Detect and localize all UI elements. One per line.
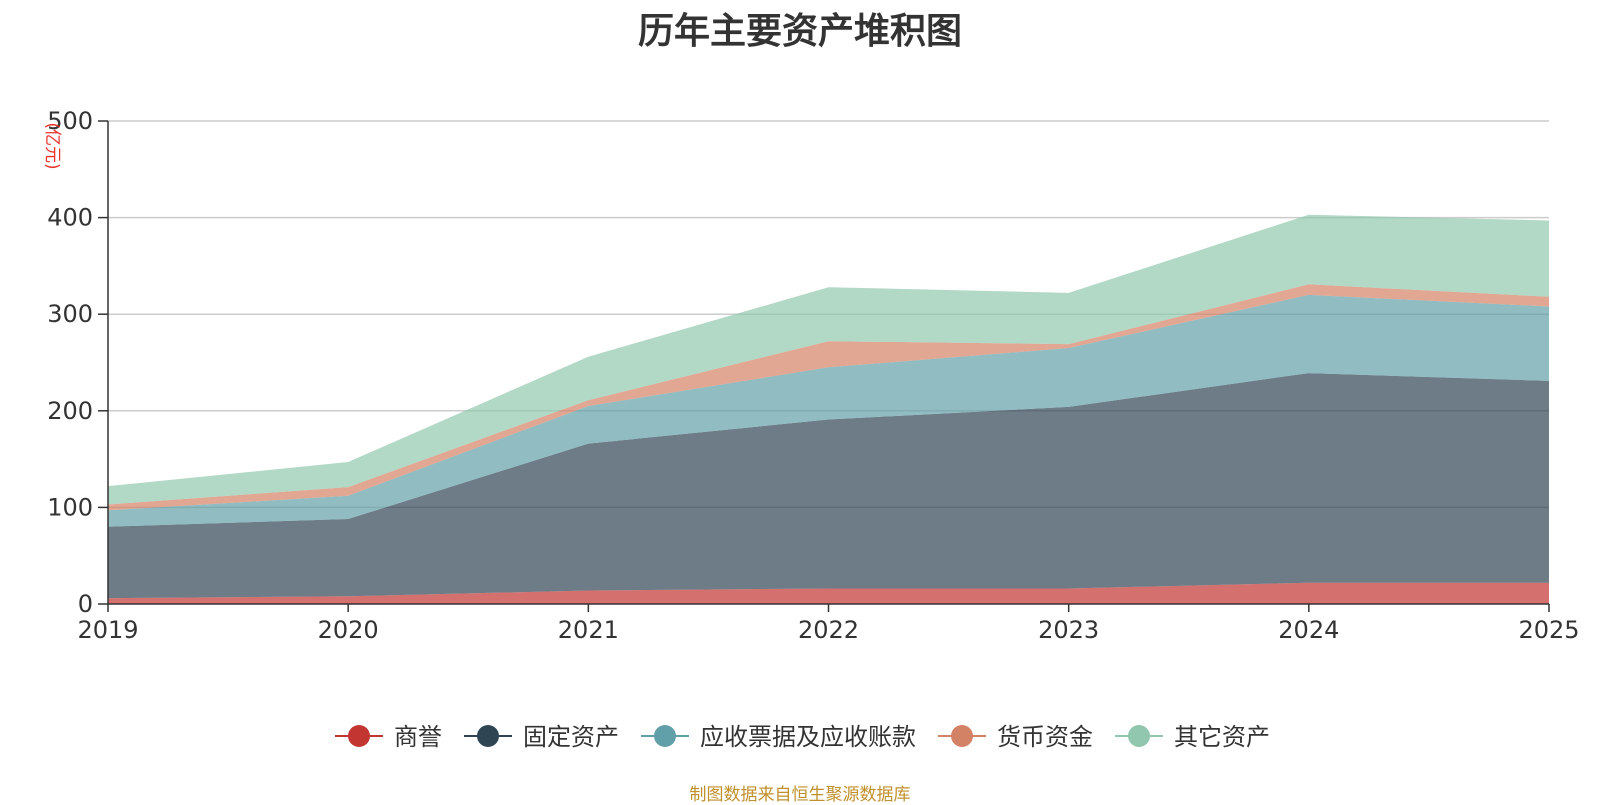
- legend-label-1[interactable]: 固定资产: [523, 723, 619, 751]
- y-tick-label: 200: [47, 397, 93, 425]
- legend-label-4[interactable]: 其它资产: [1174, 723, 1270, 751]
- x-tick-label: 2019: [77, 616, 138, 644]
- legend-marker-0[interactable]: [348, 725, 370, 747]
- legend-marker-3[interactable]: [951, 725, 973, 747]
- source-note: 制图数据来自恒生聚源数据库: [689, 785, 911, 805]
- y-tick-label: 500: [47, 107, 93, 135]
- x-tick-label: 2023: [1038, 616, 1099, 644]
- y-tick-label: 0: [78, 590, 93, 618]
- legend-marker-1[interactable]: [477, 725, 499, 747]
- x-tick-label: 2025: [1518, 616, 1579, 644]
- chart-title: 历年主要资产堆积图: [637, 11, 962, 52]
- y-unit-label: (亿元): [42, 122, 62, 169]
- x-tick-label: 2020: [318, 616, 379, 644]
- x-tick-label: 2021: [558, 616, 619, 644]
- area-series-2[interactable]: [108, 294, 1549, 527]
- y-tick-label: 100: [47, 493, 93, 521]
- y-tick-label: 400: [47, 204, 93, 232]
- x-tick-label: 2022: [798, 616, 859, 644]
- legend-marker-4[interactable]: [1128, 725, 1150, 747]
- legend-label-2[interactable]: 应收票据及应收账款: [700, 723, 916, 751]
- area-series-0[interactable]: [108, 582, 1549, 604]
- y-tick-label: 300: [47, 300, 93, 328]
- x-tick-label: 2024: [1278, 616, 1339, 644]
- legend-marker-2[interactable]: [654, 725, 676, 747]
- area-series-4[interactable]: [108, 214, 1549, 505]
- legend-label-0[interactable]: 商誉: [394, 723, 442, 751]
- legend-label-3[interactable]: 货币资金: [997, 723, 1093, 751]
- area-series-1[interactable]: [108, 373, 1549, 599]
